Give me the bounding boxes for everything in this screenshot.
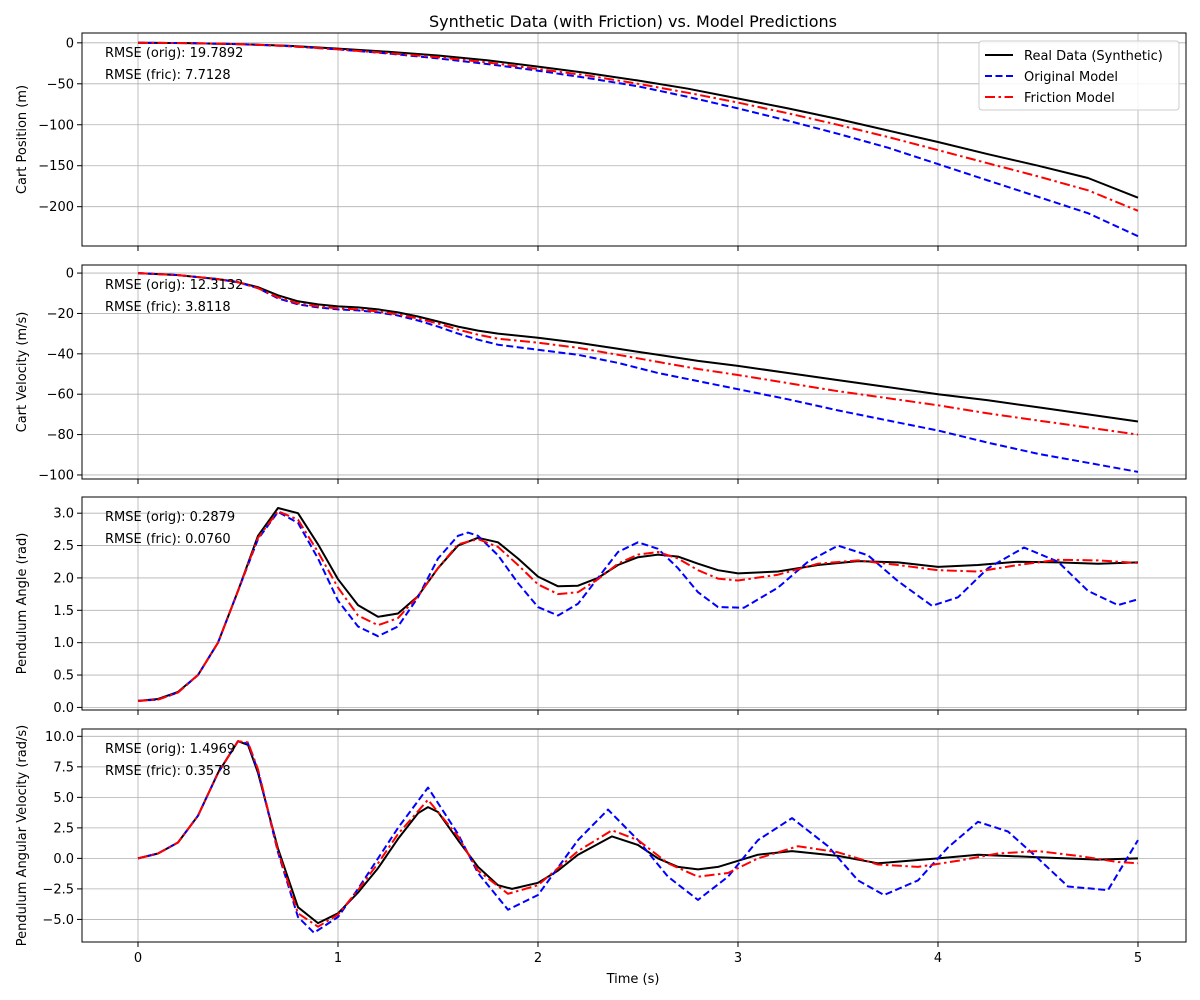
y-tick-label: −200 <box>38 200 74 215</box>
y-tick-label: 3.0 <box>53 507 74 522</box>
series-group <box>137 507 1139 702</box>
y-axis-label: Pendulum Angular Velocity (rad/s) <box>15 725 30 946</box>
y-axis-label: Cart Position (m) <box>15 85 30 194</box>
figure-title: Synthetic Data (with Friction) vs. Model… <box>429 12 837 31</box>
series-line-original <box>137 510 1139 702</box>
y-tick-label: −100 <box>38 468 74 483</box>
legend: Real Data (Synthetic) Original Model Frict… <box>978 40 1180 111</box>
legend-label: Real Data (Synthetic) <box>1024 49 1163 64</box>
rmse-annotation: RMSE (fric): 0.3578 <box>105 764 231 779</box>
y-tick-label: −50 <box>47 77 74 92</box>
rmse-annotation: RMSE (orig): 12.3132 <box>105 278 243 293</box>
y-tick-label: 0 <box>66 267 74 282</box>
series-line-friction <box>137 41 1139 212</box>
axes-frame <box>81 264 1187 480</box>
y-tick-label: 2.0 <box>53 571 74 586</box>
series-line-real <box>137 41 1139 199</box>
rmse-annotation: RMSE (orig): 19.7892 <box>105 46 243 61</box>
rmse-annotation: RMSE (fric): 7.7128 <box>105 68 231 83</box>
y-tick-label: −80 <box>47 428 74 443</box>
y-tick-label: −5.0 <box>42 913 74 928</box>
axes-frame <box>81 32 1187 247</box>
y-tick-label: 0.0 <box>53 852 74 867</box>
y-tick-label: 2.5 <box>53 821 74 836</box>
y-axis-label: Cart Velocity (m/s) <box>15 312 30 433</box>
series-line-original <box>137 272 1139 473</box>
panel-3: 0.0 0.5 1.0 1.5 2.0 2.5 3.0 Pendulum Angle (rad… <box>15 496 1187 716</box>
panel-2: 0 −20 −40 −60 −80 −100 Cart Velocity (m/s) RMSE… <box>15 264 1187 484</box>
series-group <box>137 41 1139 238</box>
y-tick-label: 0.0 <box>53 701 74 716</box>
axes-frame <box>81 728 1187 943</box>
y-tick-label: −20 <box>47 307 74 322</box>
y-tick-label: −2.5 <box>42 882 74 897</box>
series-line-friction <box>137 740 1139 928</box>
y-axis-label: Pendulum Angle (rad) <box>15 533 30 675</box>
y-tick-label: 1.0 <box>53 636 74 651</box>
series-group <box>137 272 1139 473</box>
series-line-real <box>137 272 1139 423</box>
series-line-friction <box>137 272 1139 436</box>
legend-box <box>978 40 1180 111</box>
y-tick-label: 5.0 <box>53 791 74 806</box>
y-tick-label: −150 <box>38 159 74 174</box>
x-tick-label: 0 <box>134 951 142 966</box>
x-tick-label: 1 <box>334 951 342 966</box>
rmse-annotation: RMSE (fric): 3.8118 <box>105 300 231 315</box>
y-tick-label: 0.5 <box>53 669 74 684</box>
y-tick-label: 7.5 <box>53 760 74 775</box>
y-tick-label: 1.5 <box>53 604 74 619</box>
rmse-annotation: RMSE (fric): 0.0760 <box>105 532 231 547</box>
rmse-annotation: RMSE (orig): 1.4969 <box>105 742 235 757</box>
y-tick-label: 2.5 <box>53 539 74 554</box>
y-tick-label: −100 <box>38 118 74 133</box>
y-tick-label: 0 <box>66 36 74 51</box>
axes-frame <box>81 496 1187 711</box>
panel-4: 0 1 2 3 4 5 10.0 7.5 5.0 2.5 0.0 −2.5 −5.0 Pendulum A… <box>15 725 1187 966</box>
series-line-friction <box>137 510 1139 702</box>
rmse-annotation: RMSE (orig): 0.2879 <box>105 510 235 525</box>
x-axis-label: Time (s) <box>606 972 660 987</box>
series-group <box>137 740 1139 934</box>
legend-label: Original Model <box>1024 70 1118 85</box>
y-tick-label: −40 <box>47 347 74 362</box>
y-tick-label: 10.0 <box>45 730 74 745</box>
x-tick-label: 4 <box>934 951 942 966</box>
x-tick-label: 2 <box>534 951 542 966</box>
x-tick-label: 3 <box>734 951 742 966</box>
x-tick-label: 5 <box>1134 951 1142 966</box>
y-tick-label: −60 <box>47 388 74 403</box>
legend-label: Friction Model <box>1024 91 1115 106</box>
